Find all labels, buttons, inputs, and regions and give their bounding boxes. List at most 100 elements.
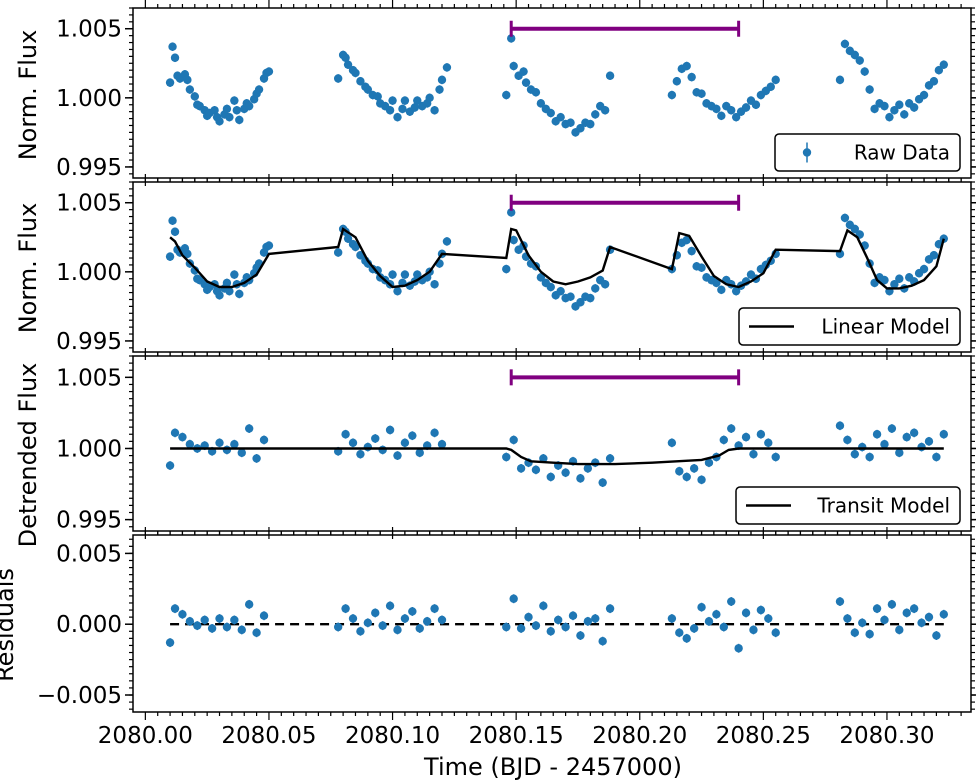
data-point <box>385 601 395 610</box>
data-point <box>235 115 244 125</box>
data-point <box>885 112 894 122</box>
data-point <box>343 60 353 69</box>
data-point <box>536 99 546 108</box>
data-point <box>373 92 382 101</box>
data-point <box>917 442 926 452</box>
data-point <box>341 430 350 439</box>
data-point <box>215 614 224 623</box>
data-point <box>712 278 721 288</box>
data-point <box>230 615 239 625</box>
data-point <box>895 448 904 457</box>
data-point <box>591 284 600 293</box>
data-point <box>178 432 187 442</box>
data-point <box>939 610 949 619</box>
data-point <box>546 472 555 482</box>
data-point <box>388 96 397 105</box>
data-point <box>264 241 274 250</box>
data-point <box>237 448 246 457</box>
data-point <box>591 614 600 623</box>
data-point <box>185 85 195 94</box>
data-point <box>502 264 511 274</box>
data-point <box>437 75 447 85</box>
data-point <box>341 53 350 62</box>
data-point <box>259 435 269 445</box>
data-point <box>865 452 874 462</box>
data-point <box>939 234 949 243</box>
data-point <box>215 438 224 447</box>
data-point <box>351 68 360 78</box>
data-point <box>929 251 939 260</box>
data-point <box>909 428 919 438</box>
data-point <box>442 63 452 72</box>
data-point <box>605 454 615 463</box>
data-point <box>170 428 180 438</box>
data-point <box>507 208 516 217</box>
data-point <box>771 452 780 462</box>
data-point <box>771 628 780 637</box>
plot-frame <box>132 7 972 179</box>
data-point <box>222 104 232 114</box>
data-point <box>717 111 726 121</box>
data-point <box>524 612 533 622</box>
legend-box <box>774 133 961 172</box>
y-tick-label: 1.000 <box>56 86 122 112</box>
x-tick-label: 2080.10 <box>345 723 440 749</box>
data-point <box>766 82 775 91</box>
data-point <box>858 618 867 627</box>
data-point <box>880 275 889 285</box>
data-point <box>546 627 555 636</box>
data-point <box>835 75 845 85</box>
x-tick-label: 2080.30 <box>839 723 934 749</box>
data-point <box>553 615 563 625</box>
data-point <box>393 625 402 635</box>
data-point <box>568 611 578 620</box>
data-point <box>333 622 343 632</box>
y-axis-label: Norm. Flux <box>14 30 42 161</box>
data-point <box>697 475 706 484</box>
data-point <box>363 85 373 94</box>
data-point <box>348 438 358 447</box>
data-point <box>712 104 721 114</box>
data-point <box>672 77 682 86</box>
data-point <box>939 430 949 439</box>
data-point <box>576 124 585 133</box>
linear-model-line <box>169 227 945 290</box>
data-point <box>902 608 911 618</box>
data-point <box>704 458 714 467</box>
data-point <box>880 615 889 625</box>
data-point <box>840 39 850 49</box>
data-point <box>435 85 444 94</box>
plot-frame <box>132 181 972 353</box>
data-point <box>855 56 864 65</box>
data-point <box>539 601 548 610</box>
data-point <box>749 449 758 459</box>
x-tick-label: 2080.00 <box>98 723 193 749</box>
data-point <box>727 424 736 433</box>
data-point <box>586 293 595 303</box>
y-axis-label: Detrended Flux <box>14 363 42 548</box>
data-point <box>850 50 860 60</box>
data-point <box>895 100 904 109</box>
data-point <box>924 612 934 622</box>
data-point <box>244 101 254 111</box>
data-point <box>675 467 684 476</box>
data-point <box>583 464 593 473</box>
data-point <box>741 432 751 442</box>
data-point <box>561 622 570 632</box>
data-point <box>895 274 904 283</box>
data-point <box>502 622 511 632</box>
data-point <box>400 96 410 105</box>
data-point <box>900 110 909 119</box>
data-point <box>880 101 889 111</box>
data-point <box>356 627 365 636</box>
x-tick-label: 2080.20 <box>592 723 687 749</box>
data-point <box>929 77 939 86</box>
x-tick-label: 2080.15 <box>469 723 564 749</box>
y-tick-label: 1.005 <box>56 17 122 43</box>
data-point <box>576 631 585 640</box>
data-point <box>244 424 254 433</box>
data-point <box>225 112 234 122</box>
data-point <box>583 617 593 626</box>
data-point <box>909 103 919 112</box>
data-point <box>502 90 511 100</box>
